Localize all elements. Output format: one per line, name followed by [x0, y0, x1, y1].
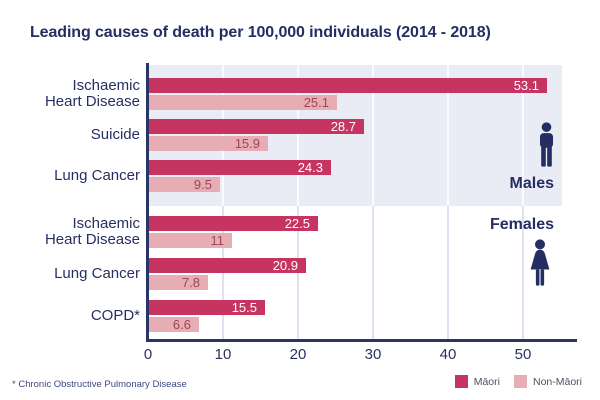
- female-person-icon: [527, 239, 553, 296]
- category-label-females-copd: COPD*: [0, 298, 140, 334]
- y-axis-line: [146, 63, 149, 342]
- category-label-line: COPD*: [90, 307, 140, 324]
- x-tick-30: 30: [364, 346, 382, 363]
- legend-label-maori: Māori: [473, 375, 500, 388]
- category-label-line: Lung Cancer: [54, 167, 140, 184]
- category-label-females-lung-cancer: Lung Cancer: [0, 256, 140, 292]
- category-label-males-lung-cancer: Lung Cancer: [0, 158, 140, 194]
- band-gridline-10: [222, 65, 224, 206]
- bar-females-copd-nonmaori: 6.6: [149, 317, 199, 332]
- category-label-line: Suicide: [90, 126, 140, 143]
- x-tick-0: 0: [143, 346, 153, 363]
- bar-females-ischaemic-heart-disease-nonmaori: 11: [149, 233, 232, 248]
- legend: Māori Non-Māori: [0, 375, 582, 388]
- maori-color-swatch: [454, 375, 468, 388]
- band-gridline-30: [372, 65, 374, 206]
- male-person-icon: [535, 122, 558, 175]
- category-label-males-ischaemic-heart-disease: Ischaemic Heart Disease: [0, 76, 140, 112]
- bar-females-ischaemic-heart-disease-maori: 22.5: [149, 216, 318, 231]
- chart-title: Leading causes of death per 100,000 indi…: [30, 24, 491, 41]
- category-label-line: Ischaemic: [72, 77, 140, 94]
- bar-females-lung-cancer-nonmaori: 7.8: [149, 275, 208, 290]
- bar-males-lung-cancer-nonmaori: 9.5: [149, 177, 220, 192]
- bar-females-copd-maori: 15.5: [149, 300, 265, 315]
- x-axis-line: [146, 339, 577, 342]
- category-label-line: Heart Disease: [44, 93, 140, 110]
- males-group-label: Males: [509, 175, 554, 192]
- footnote: * Chronic Obstructive Pulmonary Disease: [12, 379, 187, 390]
- bar-females-lung-cancer-maori: 20.9: [149, 258, 306, 273]
- legend-label-non-maori: Non-Māori: [532, 375, 582, 388]
- band-gridline-40: [447, 65, 449, 206]
- band-gridline-50: [522, 65, 524, 206]
- bar-males-suicide-maori: 28.7: [149, 119, 364, 134]
- category-label-line: Lung Cancer: [54, 265, 140, 282]
- non-maori-color-swatch: [513, 375, 527, 388]
- bar-males-ischaemic-heart-disease-maori: 53.1: [149, 78, 547, 93]
- category-label-line: Ischaemic: [72, 215, 140, 232]
- category-label-males-suicide: Suicide: [0, 117, 140, 153]
- bar-males-lung-cancer-maori: 24.3: [149, 160, 331, 175]
- x-tick-20: 20: [289, 346, 307, 363]
- category-label-line: Heart Disease: [44, 231, 140, 248]
- x-tick-50: 50: [514, 346, 532, 363]
- x-tick-40: 40: [439, 346, 457, 363]
- bar-males-ischaemic-heart-disease-nonmaori: 25.1: [149, 95, 337, 110]
- category-label-females-ischaemic-heart-disease: Ischaemic Heart Disease: [0, 214, 140, 250]
- band-gridline-20: [297, 65, 299, 206]
- females-group-label: Females: [489, 216, 554, 233]
- bar-males-suicide-nonmaori: 15.9: [149, 136, 268, 151]
- legend-item-non-maori: Non-Māori: [513, 375, 582, 388]
- x-tick-10: 10: [214, 346, 232, 363]
- legend-item-maori: Māori: [454, 375, 500, 388]
